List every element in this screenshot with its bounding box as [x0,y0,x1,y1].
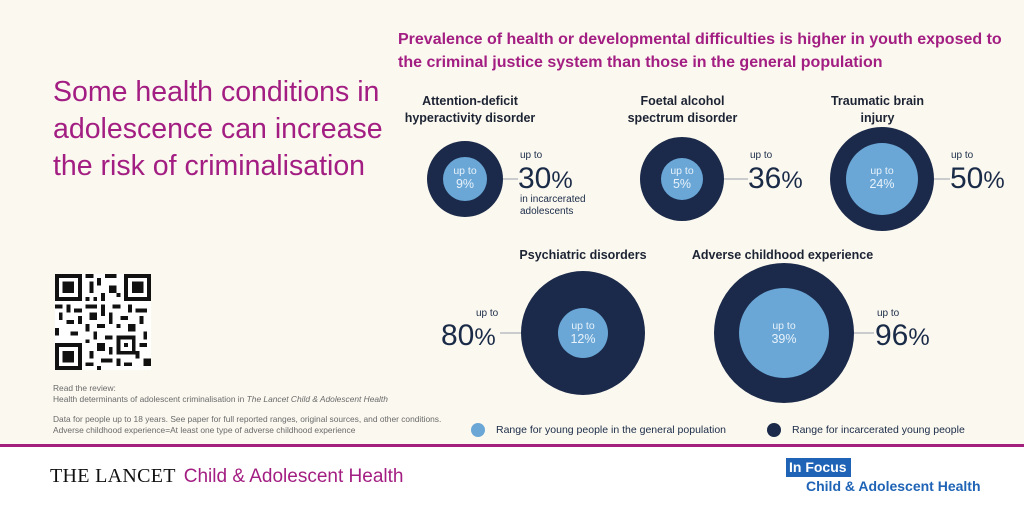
fasd-incarcerated-value: 36% [748,163,803,197]
legend-general-swatch [471,423,485,437]
label-ace: Adverse childhood experience [680,247,885,264]
psych-general-value: up to 12% [560,320,606,346]
psych-incarcerated-value: 80% [441,320,496,354]
chart-subtitle: Prevalence of health or developmental di… [398,31,1002,71]
ace-incarcerated-value: 96% [875,320,930,354]
label-tbi-line1: Traumatic brain [830,94,925,108]
lancet-brand: THE LANCET [50,465,176,487]
legend-general: Range for young people in the general po… [471,423,726,437]
ace-general-value: up to 39% [761,320,807,346]
psych-general-number: 12% [570,332,596,346]
tbi-general-prefix: up to [870,165,894,177]
label-tbi: Traumatic brain injury [810,93,945,127]
ace-incarcerated-number: 96 [875,319,909,352]
qr-code[interactable] [55,274,151,370]
label-ace-line1: Adverse childhood experience [691,248,874,262]
fasd-incarcerated-prefix: up to [750,150,773,161]
tbi-general-number: 24% [869,177,895,191]
legend-general-label: Range for young people in the general po… [496,424,727,436]
ace-incarcerated-unit: % [908,324,930,351]
footnote-data: Data for people up to 18 years. See pape… [53,414,442,424]
review-journal: The Lancet Child & Adolescent Health [246,393,388,404]
tbi-incarcerated-value: 50% [950,163,1005,197]
adhd-note-line1: in incarcerated [520,194,586,205]
read-intro: Read the review: [53,383,116,393]
review-title: Health determinants of adolescent crimin… [53,393,245,404]
psych-general-prefix: up to [571,320,595,332]
fasd-general-number: 5% [672,177,692,191]
psych-incarcerated-unit: % [474,324,496,351]
legend-incarcerated-swatch [767,423,781,437]
tbi-incarcerated-unit: % [983,167,1005,194]
review-citation[interactable]: Health determinants of adolescent crimin… [53,394,453,405]
fasd-general-value: up to 5% [662,165,702,191]
footnotes: Data for people up to 18 years. See pape… [53,414,473,435]
adhd-incarcerated-number: 30 [518,162,552,195]
tbi-general-value: up to 24% [859,165,905,191]
adhd-general-value: up to 9% [445,165,485,191]
in-focus-subtitle: Child & Adolescent Health [806,478,981,494]
headline: Some health conditions in adolescence ca… [53,76,383,182]
in-focus-badge: In Focus [786,458,851,477]
adhd-note-line2: adolescents [520,206,574,217]
adhd-incarcerated-prefix: up to [520,150,543,161]
label-fasd: Foetal alcohol spectrum disorder [605,93,760,127]
ace-incarcerated-prefix: up to [877,308,900,319]
footer [0,447,1024,512]
label-adhd-line1: Attention-deficit [422,94,518,108]
footnote-ace: Adverse childhood experience=At least on… [53,424,356,435]
ace-general-prefix: up to [772,320,796,332]
adhd-incarcerated-unit: % [551,167,573,194]
adhd-general-prefix: up to [453,165,477,177]
psych-incarcerated-number: 80 [441,319,475,352]
label-tbi-line2: injury [860,111,895,125]
label-fasd-line2: spectrum disorder [627,111,738,125]
fasd-incarcerated-number: 36 [748,162,782,195]
tbi-incarcerated-prefix: up to [951,150,974,161]
label-adhd-line2: hyperactivity disorder [404,111,536,125]
lancet-logo[interactable]: THE LANCET Child & Adolescent Health [50,465,403,488]
read-review: Read the review: Health determinants of … [53,383,453,404]
label-adhd: Attention-deficit hyperactivity disorder [385,93,555,127]
label-psych-line1: Psychiatric disorders [519,248,647,262]
adhd-incarcerated-note: in incarcerated adolescents [520,194,586,218]
legend-incarcerated-label: Range for incarcerated young people [792,424,965,436]
ace-general-number: 39% [771,332,797,346]
tbi-incarcerated-number: 50 [950,162,984,195]
fasd-general-prefix: up to [670,165,694,177]
fasd-incarcerated-unit: % [781,167,803,194]
adhd-general-number: 9% [455,177,475,191]
lancet-journal: Child & Adolescent Health [183,466,404,487]
adhd-incarcerated-value: 30% [518,163,573,197]
footer-divider [0,444,1024,447]
legend-incarcerated: Range for incarcerated young people [767,423,965,437]
label-fasd-line1: Foetal alcohol [640,94,725,108]
psych-incarcerated-prefix: up to [476,308,499,319]
label-psych: Psychiatric disorders [503,247,663,264]
